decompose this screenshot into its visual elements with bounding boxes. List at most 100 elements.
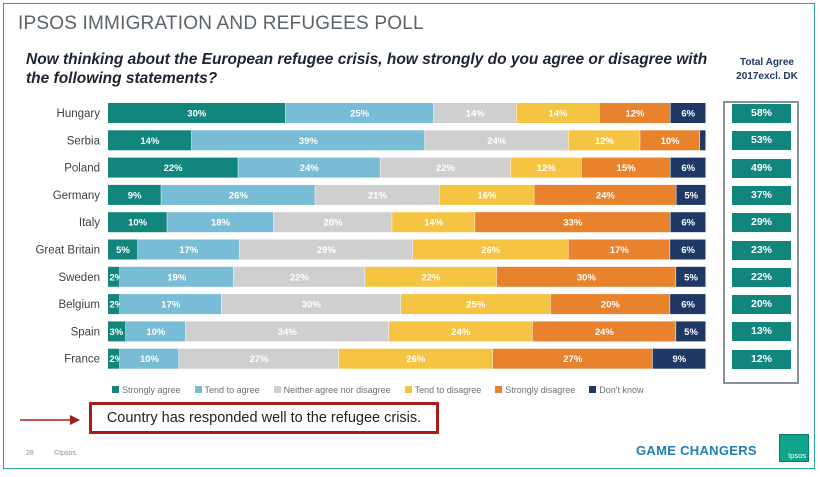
bar-great-britain-neither-agree-nor-disagree (239, 239, 413, 260)
bar-germany-strongly-agree (108, 184, 161, 205)
legend-swatch-don-t-know (589, 386, 597, 393)
category-label-great-britain: Great Britain (35, 245, 100, 257)
bar-germany-tend-to-disagree (439, 184, 534, 205)
bar-poland-neither-agree-nor-disagree (380, 157, 511, 178)
bar-poland-strongly-disagree (581, 157, 670, 178)
bar-serbia-tend-to-disagree (568, 130, 640, 151)
data-label-germany-neither-agree-nor-disagree: 21% (368, 190, 388, 201)
data-label-france-tend-to-disagree: 26% (406, 354, 426, 365)
legend: Strongly agree Tend to agree Neither agree… (112, 385, 712, 395)
data-label-spain-don-t-know: 5% (684, 327, 698, 338)
bar-belgium-tend-to-disagree (401, 294, 551, 315)
legend-label-neither-agree-nor-disagree: Neither agree nor disagree (283, 385, 391, 395)
data-label-france-neither-agree-nor-disagree: 27% (249, 354, 269, 365)
bar-great-britain-tend-to-disagree (412, 239, 568, 260)
data-label-germany-tend-to-agree: 26% (229, 190, 249, 201)
data-label-great-britain-strongly-disagree: 17% (610, 245, 630, 256)
legend-swatch-neither-agree-nor-disagree (273, 386, 281, 393)
bar-great-britain-strongly-agree (108, 239, 138, 260)
data-label-great-britain-don-t-know: 6% (681, 245, 695, 256)
bar-serbia-strongly-agree (108, 130, 192, 151)
legend-label-strongly-agree: Strongly agree (122, 385, 181, 395)
data-label-france-strongly-agree: 2% (110, 354, 124, 365)
bar-belgium-strongly-agree (108, 294, 120, 315)
data-label-serbia-tend-to-agree: 39% (299, 136, 319, 147)
data-label-sweden-strongly-disagree: 30% (577, 272, 597, 283)
bar-france-tend-to-agree (119, 348, 179, 369)
page-title: IPSOS IMMIGRATION AND REFUGEES POLL (18, 13, 424, 34)
arrow-right-icon (20, 415, 80, 425)
data-label-germany-strongly-disagree: 24% (596, 190, 616, 201)
legend-label-don-t-know: Don't know (599, 385, 644, 395)
bar-france-tend-to-disagree (338, 348, 493, 369)
category-label-france: France (64, 354, 100, 366)
bar-germany-strongly-disagree (534, 184, 676, 205)
bar-spain-tend-to-agree (125, 321, 186, 342)
data-label-poland-strongly-agree: 22% (164, 163, 184, 174)
data-label-italy-strongly-disagree: 33% (563, 218, 583, 229)
data-label-serbia-strongly-agree: 14% (140, 136, 160, 147)
bar-great-britain-strongly-disagree (568, 239, 670, 260)
bar-italy-tend-to-agree (167, 212, 274, 233)
bar-germany-don-t-know (676, 184, 706, 205)
bar-belgium-tend-to-agree (119, 294, 222, 315)
data-label-serbia-tend-to-disagree: 12% (595, 136, 615, 147)
data-label-spain-tend-to-agree: 10% (146, 327, 166, 338)
data-label-sweden-neither-agree-nor-disagree: 22% (290, 272, 310, 283)
data-label-belgium-don-t-know: 6% (681, 300, 695, 311)
ipsos-logo: Ipsos (779, 434, 809, 462)
data-label-poland-don-t-know: 6% (681, 163, 695, 174)
bar-hungary-strongly-disagree (599, 103, 670, 123)
bar-italy-strongly-agree (108, 212, 167, 233)
data-label-poland-strongly-disagree: 15% (617, 163, 637, 174)
total-agree-spain: 13% (732, 322, 791, 342)
data-label-hungary-neither-agree-nor-disagree: 14% (466, 109, 486, 120)
bar-hungary-tend-to-agree (285, 103, 434, 123)
data-label-great-britain-tend-to-disagree: 26% (481, 245, 501, 256)
data-label-hungary-tend-to-agree: 25% (350, 109, 370, 120)
total-agree-header: Total Agree 2017excl. DK (736, 57, 798, 82)
bar-france-neither-agree-nor-disagree (179, 348, 339, 369)
data-label-germany-don-t-know: 5% (684, 190, 698, 201)
total-agree-belgium: 20% (732, 295, 791, 315)
legend-item-tend-to-disagree: Tend to disagree (404, 385, 481, 395)
legend-item-strongly-agree: Strongly agree (112, 385, 181, 395)
bar-spain-neither-agree-nor-disagree (185, 321, 389, 342)
category-label-italy: Italy (79, 217, 100, 229)
category-label-spain: Spain (71, 326, 100, 338)
data-label-belgium-tend-to-agree: 17% (161, 300, 181, 311)
data-label-germany-tend-to-disagree: 16% (477, 190, 497, 201)
data-label-great-britain-strongly-agree: 5% (116, 245, 130, 256)
bar-sweden-strongly-agree (108, 266, 120, 287)
page-number: 28 (26, 450, 34, 457)
data-label-italy-don-t-know: 6% (681, 218, 695, 229)
total-agree-germany: 37% (732, 185, 791, 205)
data-label-serbia-neither-agree-nor-disagree: 24% (487, 136, 507, 147)
bar-poland-don-t-know (670, 157, 706, 178)
stacked-bar-chart: Hungary 30% 25% 14% 14% 12% 6% Serbia 14% 39% 24% 1… (35, 103, 706, 369)
bar-spain-tend-to-disagree (389, 321, 533, 342)
data-label-sweden-don-t-know: 5% (684, 272, 698, 283)
data-label-serbia-strongly-disagree: 10% (661, 136, 681, 147)
data-label-sweden-tend-to-disagree: 22% (421, 272, 441, 283)
data-label-spain-strongly-disagree: 24% (595, 327, 615, 338)
bar-belgium-strongly-disagree (550, 294, 670, 315)
total-agree-france: 12% (732, 349, 791, 369)
bar-hungary-tend-to-disagree (516, 103, 599, 123)
data-label-germany-strongly-agree: 9% (128, 190, 142, 201)
bar-italy-neither-agree-nor-disagree (273, 212, 392, 233)
bar-hungary-neither-agree-nor-disagree (433, 103, 517, 123)
bar-belgium-neither-agree-nor-disagree (221, 294, 401, 315)
bar-great-britain-tend-to-agree (137, 239, 240, 260)
total-agree-sweden: 22% (732, 267, 791, 287)
bar-poland-tend-to-disagree (510, 157, 582, 178)
data-label-spain-neither-agree-nor-disagree: 34% (278, 327, 298, 338)
legend-swatch-strongly-agree (112, 386, 119, 393)
category-label-serbia: Serbia (67, 135, 101, 147)
data-label-italy-neither-agree-nor-disagree: 20% (323, 218, 343, 229)
bar-serbia-strongly-disagree (640, 130, 700, 151)
bar-italy-tend-to-disagree (392, 212, 475, 233)
total-agree-serbia: 53% (732, 131, 791, 151)
legend-swatch-strongly-disagree (495, 386, 503, 393)
data-label-spain-strongly-agree: 3% (110, 327, 124, 338)
